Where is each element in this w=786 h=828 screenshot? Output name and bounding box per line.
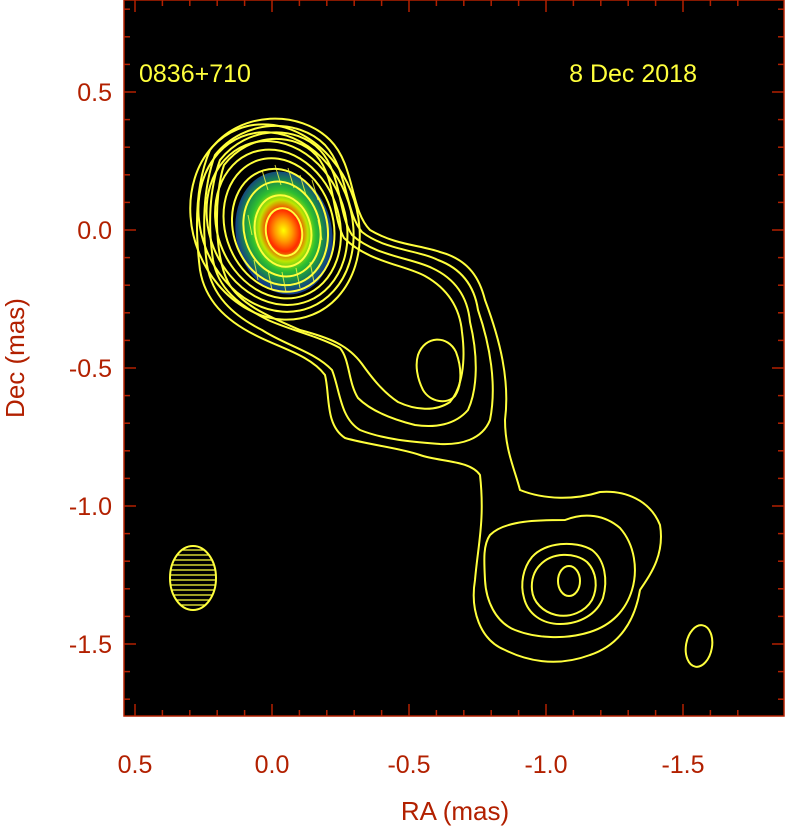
x-axis: 0.5 0.0 -0.5 -1.0 -1.5	[118, 0, 739, 779]
x-tick-label: 0.5	[118, 751, 153, 779]
core-contour-4	[214, 148, 342, 300]
y-tick-label: -1.5	[69, 631, 112, 659]
plot-frame	[123, 0, 785, 717]
knot-2-contours	[483, 514, 636, 639]
y-tick-label: -1.0	[69, 493, 112, 521]
core-ticks	[247, 164, 323, 293]
core-contour-8	[253, 194, 313, 268]
x-tick-label: -1.0	[524, 751, 567, 779]
knot-2-contour-3	[530, 553, 597, 617]
knot-3-contour	[684, 624, 714, 668]
x-tick-label: -1.5	[661, 751, 704, 779]
core-contour-3	[205, 140, 349, 306]
y-axis: 0.5 0.0 -0.5 -1.0 -1.5	[69, 8, 784, 700]
y-tick-label: -0.5	[69, 355, 112, 383]
core-contour-6	[230, 167, 330, 287]
knot-2-contour-1	[483, 514, 636, 639]
x-tick-label: 0.0	[255, 751, 290, 779]
x-tick-label: -0.5	[387, 751, 430, 779]
core-contour-2	[197, 131, 355, 313]
core-contours	[189, 123, 361, 321]
knot-2-contour-2	[521, 542, 607, 626]
epoch-label: 8 Dec 2018	[569, 60, 697, 88]
y-axis-label: Dec (mas)	[0, 298, 30, 418]
x-axis-label: RA (mas)	[401, 796, 509, 826]
source-name-label: 0836+710	[139, 60, 251, 88]
knot-2-contour-4	[557, 565, 581, 597]
core-contour-1	[189, 123, 361, 321]
knot-1-contour	[415, 338, 462, 403]
core-contour-9	[264, 207, 304, 257]
core-contour-7	[242, 180, 322, 278]
y-tick-label: 0.5	[77, 79, 112, 107]
core-contour-5	[222, 157, 336, 293]
beam-ellipse	[169, 545, 217, 611]
y-tick-label: 0.0	[77, 217, 112, 245]
plot-background	[124, 0, 784, 716]
contour-level-1	[196, 117, 662, 663]
